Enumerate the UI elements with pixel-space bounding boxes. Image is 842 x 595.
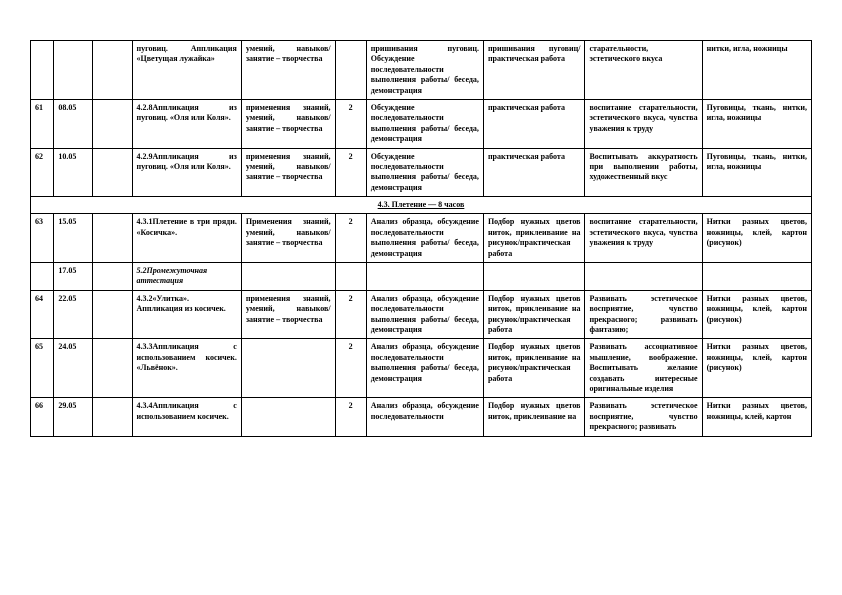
table-cell: Анализ образца, обсуждение последователь…	[366, 339, 483, 398]
table-cell: применения знаний, умений, навыков/ заня…	[241, 148, 335, 197]
table-cell	[93, 339, 132, 398]
table-cell: Анализ образца, обсуждение последователь…	[366, 214, 483, 263]
table-cell	[54, 41, 93, 100]
table-cell: Анализ образца, обсуждение последователь…	[366, 290, 483, 339]
table-cell	[335, 41, 366, 100]
table-cell: пришивания пуговиц. Обсуждение последова…	[366, 41, 483, 100]
table-cell: Развивать эстетическое восприятие, чувст…	[585, 290, 702, 339]
table-cell: 5.2Промежуточная аттестация	[132, 263, 241, 291]
table-row: 6629.05 4.3.4Аппликация с использованием …	[31, 398, 812, 436]
table-cell	[702, 263, 811, 291]
table-cell	[335, 263, 366, 291]
table-cell: 64	[31, 290, 54, 339]
table-cell: 61	[31, 99, 54, 148]
table-cell: 4.3.3Аппликация с использованием косичек…	[132, 339, 241, 398]
table-cell: Применения знаний, умений, навыков/ заня…	[241, 214, 335, 263]
table-cell	[93, 214, 132, 263]
table-cell: пуговиц. Аппликация «Цветущая лужайка»	[132, 41, 241, 100]
table-cell	[31, 41, 54, 100]
table-cell: воспитание старательности, эстетического…	[585, 99, 702, 148]
table-cell	[93, 99, 132, 148]
table-cell	[241, 339, 335, 398]
table-cell: Подбор нужных цветов ниток, приклеивание…	[483, 339, 585, 398]
table-row: 6108.05 4.2.8Аппликация из пуговиц. «Оля …	[31, 99, 812, 148]
table-cell: 65	[31, 339, 54, 398]
table-cell: Развивать ассоциативное мышление, вообра…	[585, 339, 702, 398]
table-cell	[585, 263, 702, 291]
table-cell: 2	[335, 214, 366, 263]
table-cell: Обсуждение последовательности выполнения…	[366, 148, 483, 197]
table-cell: Нитки разных цветов, ножницы, клей, карт…	[702, 290, 811, 339]
table-cell: 10.05	[54, 148, 93, 197]
table-cell	[93, 398, 132, 436]
table-cell: Подбор нужных цветов ниток, приклеивание…	[483, 398, 585, 436]
table-cell: 2	[335, 148, 366, 197]
table-cell: 4.3.1Плетение в три пряди. «Косичка».	[132, 214, 241, 263]
table-cell: 62	[31, 148, 54, 197]
table-cell: 15.05	[54, 214, 93, 263]
table-cell: 08.05	[54, 99, 93, 148]
curriculum-table: пуговиц. Аппликация «Цветущая лужайка»ум…	[30, 40, 812, 437]
section-header: 4.3. Плетение — 8 часов	[31, 197, 812, 214]
table-cell: Воспитывать аккуратность при выполнении …	[585, 148, 702, 197]
table-cell: 4.2.9Аппликация из пуговиц. «Оля или Кол…	[132, 148, 241, 197]
table-cell: 2	[335, 290, 366, 339]
table-cell: нитки, игла, ножницы	[702, 41, 811, 100]
table-cell	[241, 263, 335, 291]
table-row: 6210.05 4.2.9Аппликация из пуговиц. «Оля …	[31, 148, 812, 197]
table-row: пуговиц. Аппликация «Цветущая лужайка»ум…	[31, 41, 812, 100]
table-row: 17.05 5.2Промежуточная аттестация	[31, 263, 812, 291]
table-cell: 66	[31, 398, 54, 436]
table-cell	[93, 41, 132, 100]
table-row: 6524.05 4.3.3Аппликация с использованием …	[31, 339, 812, 398]
table-cell	[241, 398, 335, 436]
table-cell: 2	[335, 398, 366, 436]
table-cell: умений, навыков/ занятие – творчества	[241, 41, 335, 100]
table-cell: Обсуждение последовательности выполнения…	[366, 99, 483, 148]
table-cell: 17.05	[54, 263, 93, 291]
table-cell: Нитки разных цветов, ножницы, клей, карт…	[702, 214, 811, 263]
table-cell	[483, 263, 585, 291]
table-cell: Пуговицы, ткань, нитки, игла, ножницы	[702, 99, 811, 148]
table-cell: практическая работа	[483, 148, 585, 197]
table-cell: 4.3.4Аппликация с использованием косичек…	[132, 398, 241, 436]
table-cell: пришивания пуговиц/практическая работа	[483, 41, 585, 100]
table-cell: Пуговицы, ткань, нитки, игла, ножницы	[702, 148, 811, 197]
table-cell: применения знаний, умений, навыков/ заня…	[241, 290, 335, 339]
table-cell: практическая работа	[483, 99, 585, 148]
table-cell	[31, 263, 54, 291]
table-cell: Нитки разных цветов, ножницы, клей, карт…	[702, 339, 811, 398]
table-cell: применения знаний, умений, навыков/ заня…	[241, 99, 335, 148]
table-cell: 29.05	[54, 398, 93, 436]
table-row: 6422.05 4.3.2«Улитка». Аппликация из коси…	[31, 290, 812, 339]
table-cell: 4.2.8Аппликация из пуговиц. «Оля или Кол…	[132, 99, 241, 148]
table-cell: Нитки разных цветов, ножницы, клей, карт…	[702, 398, 811, 436]
table-cell: 4.3.2«Улитка». Аппликация из косичек.	[132, 290, 241, 339]
table-cell	[93, 290, 132, 339]
table-cell: 63	[31, 214, 54, 263]
table-cell: 2	[335, 99, 366, 148]
table-row: 6315.05 4.3.1Плетение в три пряди. «Косич…	[31, 214, 812, 263]
table-cell: старательности, эстетического вкуса	[585, 41, 702, 100]
table-cell: Подбор нужных цветов ниток, приклеивание…	[483, 214, 585, 263]
table-cell	[93, 148, 132, 197]
table-cell	[366, 263, 483, 291]
table-cell: 2	[335, 339, 366, 398]
table-cell: 22.05	[54, 290, 93, 339]
table-cell: 24.05	[54, 339, 93, 398]
table-cell: Развивать эстетическое восприятие, чувст…	[585, 398, 702, 436]
table-cell	[93, 263, 132, 291]
table-cell: Анализ образца, обсуждение последователь…	[366, 398, 483, 436]
table-cell: Подбор нужных цветов ниток, приклеивание…	[483, 290, 585, 339]
table-cell: воспитание старательности, эстетического…	[585, 214, 702, 263]
